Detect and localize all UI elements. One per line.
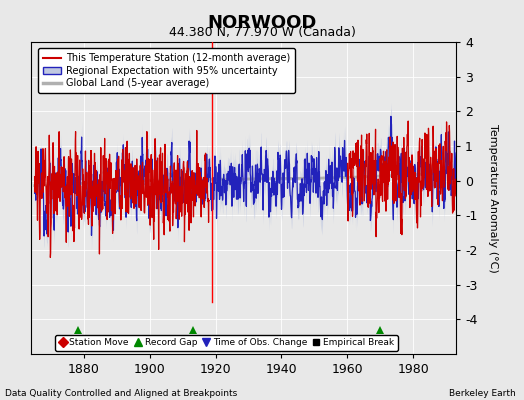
Text: NORWOOD: NORWOOD xyxy=(208,14,316,32)
Text: Data Quality Controlled and Aligned at Breakpoints: Data Quality Controlled and Aligned at B… xyxy=(5,389,237,398)
Legend: Station Move, Record Gap, Time of Obs. Change, Empirical Break: Station Move, Record Gap, Time of Obs. C… xyxy=(56,335,398,351)
Text: 44.380 N, 77.970 W (Canada): 44.380 N, 77.970 W (Canada) xyxy=(169,26,355,39)
Y-axis label: Temperature Anomaly (°C): Temperature Anomaly (°C) xyxy=(488,124,498,272)
Text: Berkeley Earth: Berkeley Earth xyxy=(450,389,516,398)
